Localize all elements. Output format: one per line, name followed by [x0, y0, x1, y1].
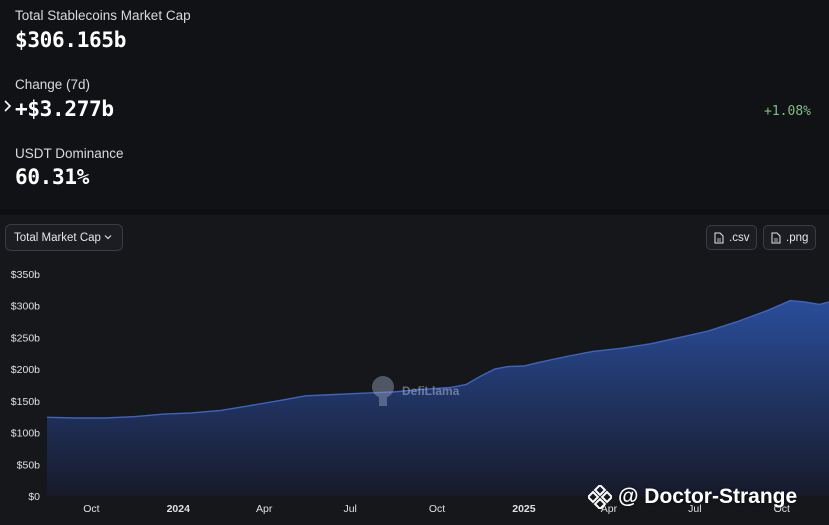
usdt-dominance-value: 60.31% — [15, 165, 90, 189]
y-tick-label: $200b — [11, 364, 40, 376]
chart-type-dropdown[interactable]: Total Market Cap — [5, 224, 123, 251]
change-7d-label: Change (7d) — [15, 77, 91, 92]
market-cap-chart: $0 $50b $100b $150b $200b $250b $300b $350b Oct… — [11, 269, 829, 515]
x-tick-label: Jul — [343, 503, 356, 515]
series-line — [46, 299, 829, 419]
chevron-right-icon[interactable] — [1, 99, 13, 113]
x-tick-label: 2024 — [167, 503, 191, 515]
usdt-dominance-label: USDT Dominance — [15, 146, 124, 161]
x-tick-label: Oct — [83, 503, 99, 515]
change-7d-percent: +1.08% — [764, 104, 811, 119]
y-tick-label: $250b — [11, 332, 40, 344]
x-tick-label: Apr — [601, 503, 618, 515]
y-axis: $0 $50b $100b $150b $200b $250b $300b $350b — [11, 269, 40, 503]
csv-label: .csv — [729, 231, 750, 244]
section-divider — [0, 209, 829, 215]
file-icon — [771, 232, 781, 243]
y-tick-label: $0 — [28, 491, 40, 503]
png-label: .png — [786, 231, 809, 244]
defillama-watermark: DefiLlama — [370, 374, 459, 408]
y-tick-label: $50b — [17, 459, 41, 471]
author-watermark: @ Doctor-Strange — [588, 485, 797, 509]
x-tick-label: Apr — [256, 503, 273, 515]
defillama-brand: DefiLlama — [402, 384, 460, 398]
stats-panel: Total Stablecoins Market Cap $306.165b C… — [0, 0, 829, 209]
x-tick-label: 2025 — [512, 503, 536, 515]
x-tick-label: Oct — [774, 503, 790, 515]
file-icon — [714, 232, 724, 243]
y-tick-label: $100b — [11, 428, 40, 440]
series-area — [47, 300, 829, 496]
y-tick-label: $350b — [11, 269, 40, 281]
y-tick-label: $300b — [11, 301, 40, 313]
binance-logo-icon — [588, 485, 612, 509]
total-market-cap-label: Total Stablecoins Market Cap — [15, 8, 191, 23]
llama-logo-icon — [372, 376, 394, 406]
watermark-text: @ Doctor-Strange — [618, 485, 798, 508]
download-csv-button[interactable]: .csv — [706, 225, 758, 250]
chevron-down-icon — [104, 235, 112, 240]
dropdown-label: Total Market Cap — [14, 231, 101, 244]
x-axis: Oct 2024 Apr Jul Oct 2025 Apr Jul Oct — [83, 503, 790, 515]
x-tick-label: Jul — [688, 503, 701, 515]
x-tick-label: Oct — [429, 503, 445, 515]
change-7d-value: +$3.277b — [15, 97, 114, 121]
download-png-button[interactable]: .png — [763, 225, 817, 250]
y-tick-label: $150b — [11, 396, 40, 408]
total-market-cap-value: $306.165b — [15, 28, 127, 52]
